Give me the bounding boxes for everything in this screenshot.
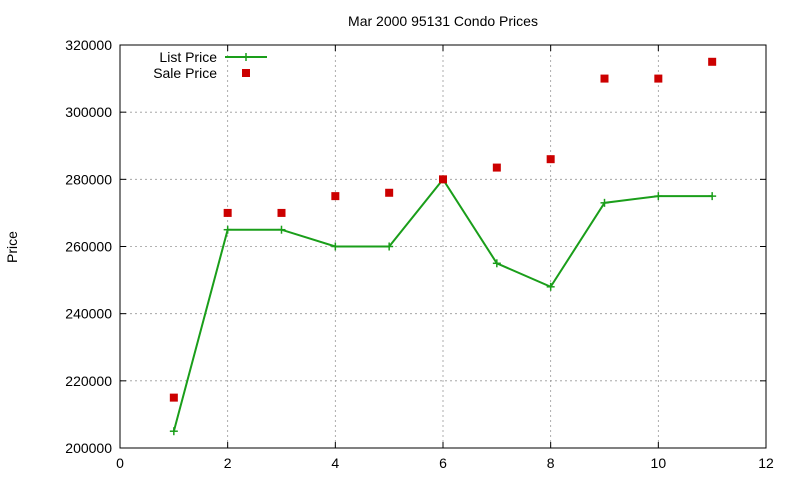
list-price-point <box>223 225 232 234</box>
sale-price-point <box>223 208 232 217</box>
y-axis-label: Price <box>4 231 20 263</box>
y-tick-label: 200000 <box>65 440 112 456</box>
y-tick-label: 300000 <box>65 104 112 120</box>
list-price-point <box>654 192 663 201</box>
sale-price-point <box>385 188 394 197</box>
x-tick-label: 12 <box>758 455 774 471</box>
sale-price-point <box>492 163 501 172</box>
sale-price-point <box>439 175 447 184</box>
list-price-point <box>492 259 501 268</box>
sale-price-point <box>600 74 609 83</box>
x-tick-label: 4 <box>331 455 339 471</box>
y-tick-label: 260000 <box>65 239 112 255</box>
x-tick-label: 10 <box>651 455 667 471</box>
x-tick-label: 2 <box>224 455 232 471</box>
grid <box>120 45 766 448</box>
list-price-point <box>169 427 178 436</box>
y-tick-label: 240000 <box>65 306 112 322</box>
sale-price-point <box>169 393 178 402</box>
sale-price-point <box>708 57 717 66</box>
ticks: 0 2 4 6 8 10 12 200000 220000 240000 260000 280000 3… <box>65 37 774 471</box>
sale-price-point <box>654 74 663 83</box>
sale-price-point <box>277 208 286 217</box>
series-layer <box>169 57 717 436</box>
list-price-point <box>546 282 555 291</box>
sale-price-point <box>546 155 555 164</box>
list-price-point <box>331 242 340 251</box>
list-price-point <box>277 225 286 234</box>
list-price-point <box>708 192 717 201</box>
y-tick-label: 280000 <box>65 171 112 187</box>
chart-title: Mar 2000 95131 Condo Prices <box>348 13 538 29</box>
list-price-point <box>600 198 609 207</box>
y-tick-label: 220000 <box>65 373 112 389</box>
sale-price-point <box>331 192 340 201</box>
legend-label-list-price: List Price <box>159 49 217 65</box>
y-tick-label: 320000 <box>65 37 112 53</box>
list-price-point <box>385 242 394 251</box>
x-tick-label: 6 <box>439 455 447 471</box>
x-tick-label: 0 <box>116 455 124 471</box>
legend-label-sale-price: Sale Price <box>153 65 217 81</box>
x-tick-label: 8 <box>547 455 555 471</box>
legend-swatch-sale-price <box>242 69 250 77</box>
legend-marker-list-price <box>242 53 250 61</box>
